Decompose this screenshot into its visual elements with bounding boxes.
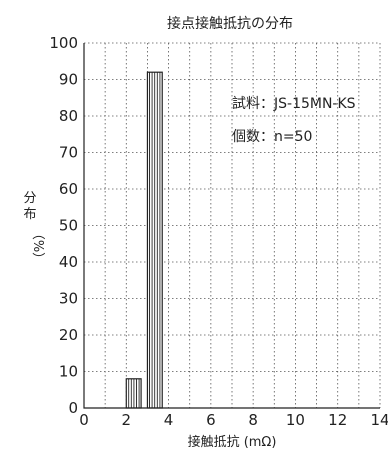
bars: [125, 71, 163, 409]
y-tick-label-10: 10: [59, 363, 78, 381]
y-tick-label-40: 40: [59, 253, 78, 271]
x-tick-label-14: 14: [370, 411, 388, 429]
x-tick-label-6: 6: [206, 411, 216, 429]
y-tick-label-20: 20: [59, 326, 78, 344]
y-tick-label-90: 90: [59, 71, 78, 89]
x-tick-label-12: 12: [328, 411, 347, 429]
x-tick-label-4: 4: [164, 411, 174, 429]
y-tick-label-0: 0: [68, 399, 78, 417]
y-axis-title-unit: （%）: [30, 227, 45, 265]
y-tick-label-30: 30: [59, 290, 78, 308]
y-tick-label-50: 50: [59, 217, 78, 235]
count-annotation: 個数：n=50: [232, 129, 312, 145]
bar-1: [125, 378, 142, 409]
sample-annotation: 試料：JS-15MN-KS: [232, 96, 356, 112]
x-tick-label-0: 0: [79, 411, 89, 429]
y-tick-label-60: 60: [59, 180, 78, 198]
x-tick-labels: 0 2 4 6 8 10 12 14: [79, 411, 388, 429]
y-tick-labels: 0 10 20 30 40 50 60 70 80 90 100: [49, 34, 78, 417]
y-tick-label-80: 80: [59, 107, 78, 125]
x-tick-label-2: 2: [122, 411, 132, 429]
y-axis-title-char-2: 布: [23, 207, 36, 222]
y-tick-label-100: 100: [49, 34, 78, 52]
x-tick-label-10: 10: [286, 411, 305, 429]
y-axis-title-char-1: 分: [23, 191, 36, 206]
x-axis-title: 接触抵抗 (mΩ): [188, 434, 277, 450]
x-tick-label-8: 8: [248, 411, 258, 429]
y-tick-label-70: 70: [59, 144, 78, 162]
y-axis-title: 分 布 （%）: [23, 191, 45, 265]
bar-2: [146, 71, 163, 409]
grid: [84, 42, 381, 408]
plot-frame: [83, 43, 380, 409]
chart-title: 接点接触抵抗の分布: [167, 15, 293, 32]
